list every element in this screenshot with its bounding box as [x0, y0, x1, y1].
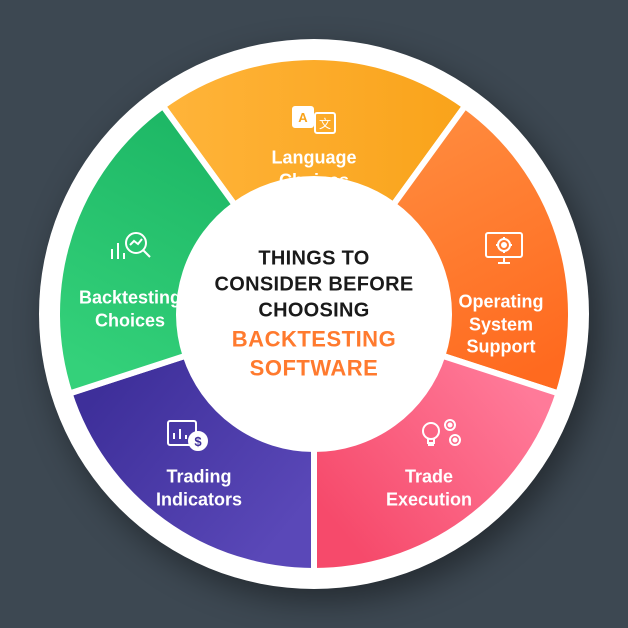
- segment-label-backtesting-choices: Backtesting Choices: [79, 287, 181, 332]
- center-text: THINGS TO CONSIDER BEFORE CHOOSING BACKT…: [204, 245, 424, 382]
- monitor-gear-icon: [482, 229, 526, 269]
- chart-dollar-icon: $: [164, 415, 210, 453]
- bulb-gears-icon: [418, 414, 464, 454]
- magnifier-chart-icon: [106, 229, 152, 269]
- svg-text:A: A: [298, 110, 308, 125]
- segment-label-operating-system-support: Operating System Support: [458, 290, 543, 358]
- segment-label-trade-execution: Trade Execution: [386, 466, 472, 511]
- segment-label-language-choices: Language Choices: [271, 147, 356, 192]
- center-line1: THINGS TO CONSIDER BEFORE CHOOSING: [204, 245, 424, 323]
- svg-text:$: $: [194, 434, 202, 449]
- wheel-container: THINGS TO CONSIDER BEFORE CHOOSING BACKT…: [34, 34, 594, 594]
- segment-label-trading-indicators: Trading Indicators: [156, 466, 242, 511]
- translate-icon: A 文: [291, 103, 337, 137]
- center-line2: BACKTESTING SOFTWARE: [204, 325, 424, 382]
- svg-text:文: 文: [319, 116, 331, 131]
